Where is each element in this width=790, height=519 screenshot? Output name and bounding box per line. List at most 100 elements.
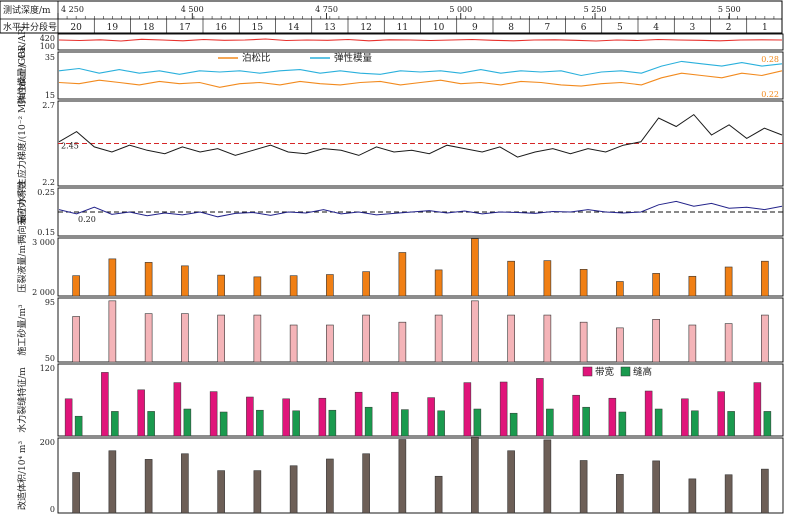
segment-label: 5 — [617, 23, 623, 33]
y-tick-label: 2.7 — [42, 101, 55, 110]
legend-width-label: 带宽 — [595, 366, 615, 378]
fluid-bar — [398, 252, 407, 297]
fracture-width-bar — [608, 397, 617, 437]
y-axis-label: 施工砂量/m³ — [16, 304, 28, 356]
panel-frame — [57, 237, 784, 297]
y-tick-label: 0 — [50, 505, 55, 514]
fluid-bar — [579, 269, 588, 297]
depth-axis-label: 测试深度/m — [3, 4, 51, 16]
poisson-ratio-line — [58, 70, 783, 88]
y-tick-label: 3 000 — [32, 238, 55, 247]
fracture-height-bar — [763, 411, 772, 437]
fluid-bar — [144, 262, 153, 297]
sand-bar — [217, 314, 225, 363]
segment-label: 11 — [397, 23, 408, 33]
y-axis-label: 压裂液量/m³ — [16, 241, 28, 293]
sand-bar — [688, 324, 697, 363]
panel-frame — [57, 363, 784, 437]
fracture-width-bar — [572, 394, 580, 437]
volume-bar — [434, 475, 443, 514]
sand-bar — [652, 319, 660, 363]
legend-height-swatch — [620, 366, 631, 377]
sand-bar — [543, 314, 552, 363]
y-tick-label: 35 — [45, 53, 55, 62]
fracture-height-bar — [401, 409, 409, 437]
segment-label: 3 — [690, 23, 696, 33]
y-tick-label: 120 — [40, 364, 55, 373]
segment-label: 12 — [360, 23, 371, 33]
segment-label: 7 — [545, 23, 551, 33]
fluid-bar — [289, 275, 298, 297]
segment-label: 1 — [762, 23, 768, 33]
fracture-height-bar — [618, 411, 627, 437]
right-tick-label: 0.22 — [761, 90, 779, 99]
fluid-bar — [362, 271, 370, 297]
panel-frame — [57, 33, 784, 51]
fracture-height-bar — [292, 410, 300, 437]
sand-bar — [108, 300, 117, 363]
volume-bar — [181, 453, 189, 514]
header-frame — [0, 0, 783, 34]
segment-axis-label: 水平井分段号 — [3, 21, 57, 33]
panel-frame — [57, 51, 784, 100]
depth-tick-label: 4 750 — [315, 5, 338, 14]
fluid-bar — [652, 273, 660, 297]
sand-bar — [761, 314, 769, 363]
sand-bar — [724, 323, 733, 363]
fracture-width-bar — [101, 372, 109, 437]
fracture-width-bar — [209, 391, 218, 437]
segment-label: 4 — [653, 23, 659, 33]
y-axis-label: 两向差应力系数 — [16, 180, 28, 243]
right-tick-label: 0.28 — [761, 55, 779, 64]
volume-bar — [108, 450, 117, 514]
fracture-height-bar — [473, 408, 482, 437]
segment-label: 9 — [472, 23, 478, 33]
fluid-bar — [688, 275, 697, 297]
y-axis-label: 改造体积/10⁴ m³ — [16, 441, 28, 510]
volume-bar — [507, 450, 515, 514]
segment-label: 14 — [288, 23, 300, 33]
y-tick-label: 200 — [40, 438, 55, 447]
depth-tick-label: 5 500 — [718, 5, 741, 14]
fluid-bar — [471, 238, 479, 297]
fluid-bar — [217, 274, 225, 297]
depth-tick-label: 4 250 — [61, 5, 84, 14]
y-tick-label: 15 — [45, 91, 55, 100]
volume-bar — [253, 470, 262, 514]
segment-label: 10 — [433, 23, 445, 33]
fracture-width-bar — [717, 391, 725, 437]
y-axis-label: 最小水平主应力梯度/(10⁻² MPa·hm⁻¹) — [16, 64, 28, 224]
volume-bar — [579, 460, 588, 514]
min-stress-line — [58, 113, 783, 158]
reference-label: 0.20 — [78, 215, 96, 224]
volume-bar — [289, 465, 298, 514]
fluid-bar — [761, 260, 769, 297]
segment-label: 20 — [70, 23, 82, 33]
sand-bar — [181, 313, 189, 363]
fracture-height-bar — [691, 410, 699, 437]
fracture-height-bar — [328, 409, 337, 437]
volume-bar — [724, 474, 733, 514]
segment-label: 6 — [581, 23, 587, 33]
volume-bar — [72, 472, 80, 514]
fluid-bar — [326, 274, 334, 297]
sand-bar — [362, 314, 370, 363]
y-tick-label: 0.15 — [37, 228, 55, 237]
fracture-height-bar — [509, 412, 518, 437]
y-tick-label: 95 — [45, 298, 55, 307]
fracture-width-bar — [536, 378, 544, 437]
fracture-height-bar — [546, 408, 554, 437]
fracture-width-bar — [499, 381, 508, 437]
sand-bar — [72, 316, 80, 363]
fracture-height-bar — [74, 415, 83, 437]
fracture-width-bar — [64, 398, 73, 437]
y-tick-label: 50 — [45, 354, 55, 363]
legend-poisson-label: 泊松比 — [242, 52, 271, 64]
y-tick-label: 100 — [40, 42, 55, 51]
fracture-width-bar — [753, 382, 762, 437]
sand-bar — [289, 324, 298, 363]
panel-frame — [57, 437, 784, 514]
depth-tick-label: 4 500 — [181, 5, 204, 14]
fluid-bar — [724, 266, 733, 297]
